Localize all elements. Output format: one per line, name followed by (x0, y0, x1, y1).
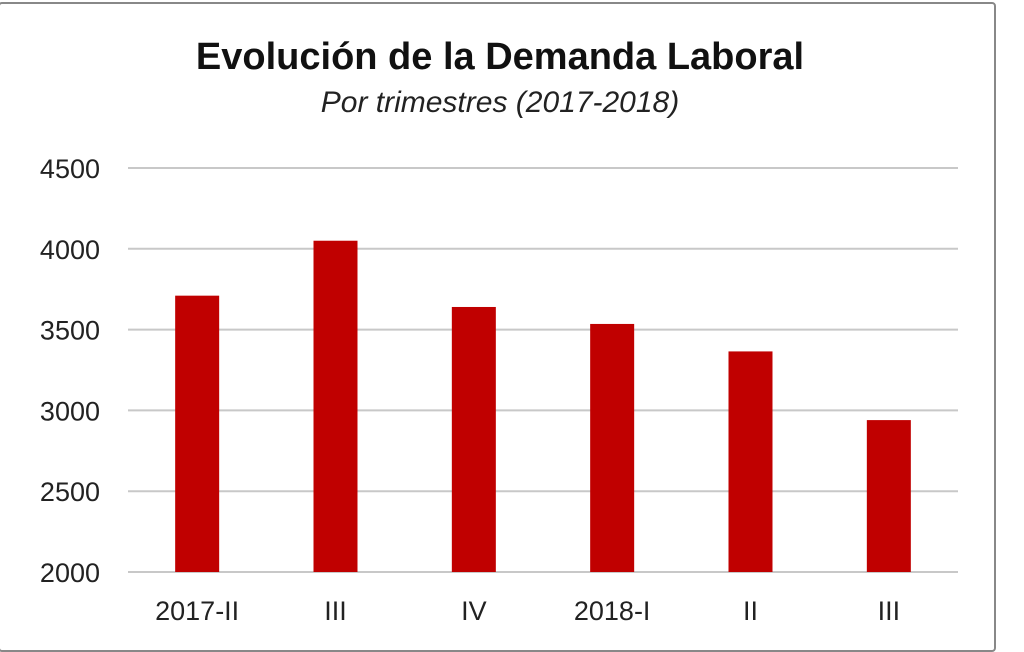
x-tick-label: 2017-II (155, 596, 239, 626)
x-tick-label: 2018-I (574, 596, 651, 626)
x-tick-label: II (743, 596, 758, 626)
chart-title: Evolución de la Demanda Laboral (195, 36, 805, 78)
y-tick-label: 3000 (40, 396, 100, 426)
y-tick-label: 2500 (40, 477, 100, 507)
bar-IV (451, 306, 496, 572)
bar-III (313, 240, 358, 572)
y-tick-label: 4000 (40, 235, 100, 265)
y-tick-label: 2000 (40, 558, 100, 588)
bar-II (728, 351, 773, 572)
x-tick-label: III (324, 596, 347, 626)
x-tick-label: IV (461, 596, 487, 626)
y-tick-label: 3500 (40, 316, 100, 346)
bar-2017-II (175, 295, 220, 572)
bar-III (866, 420, 911, 572)
y-tick-label: 4500 (40, 154, 100, 184)
chart-subtitle: Por trimestres (2017-2018) (320, 86, 680, 119)
bar-2018-I (590, 323, 635, 572)
x-tick-label: III (878, 596, 901, 626)
